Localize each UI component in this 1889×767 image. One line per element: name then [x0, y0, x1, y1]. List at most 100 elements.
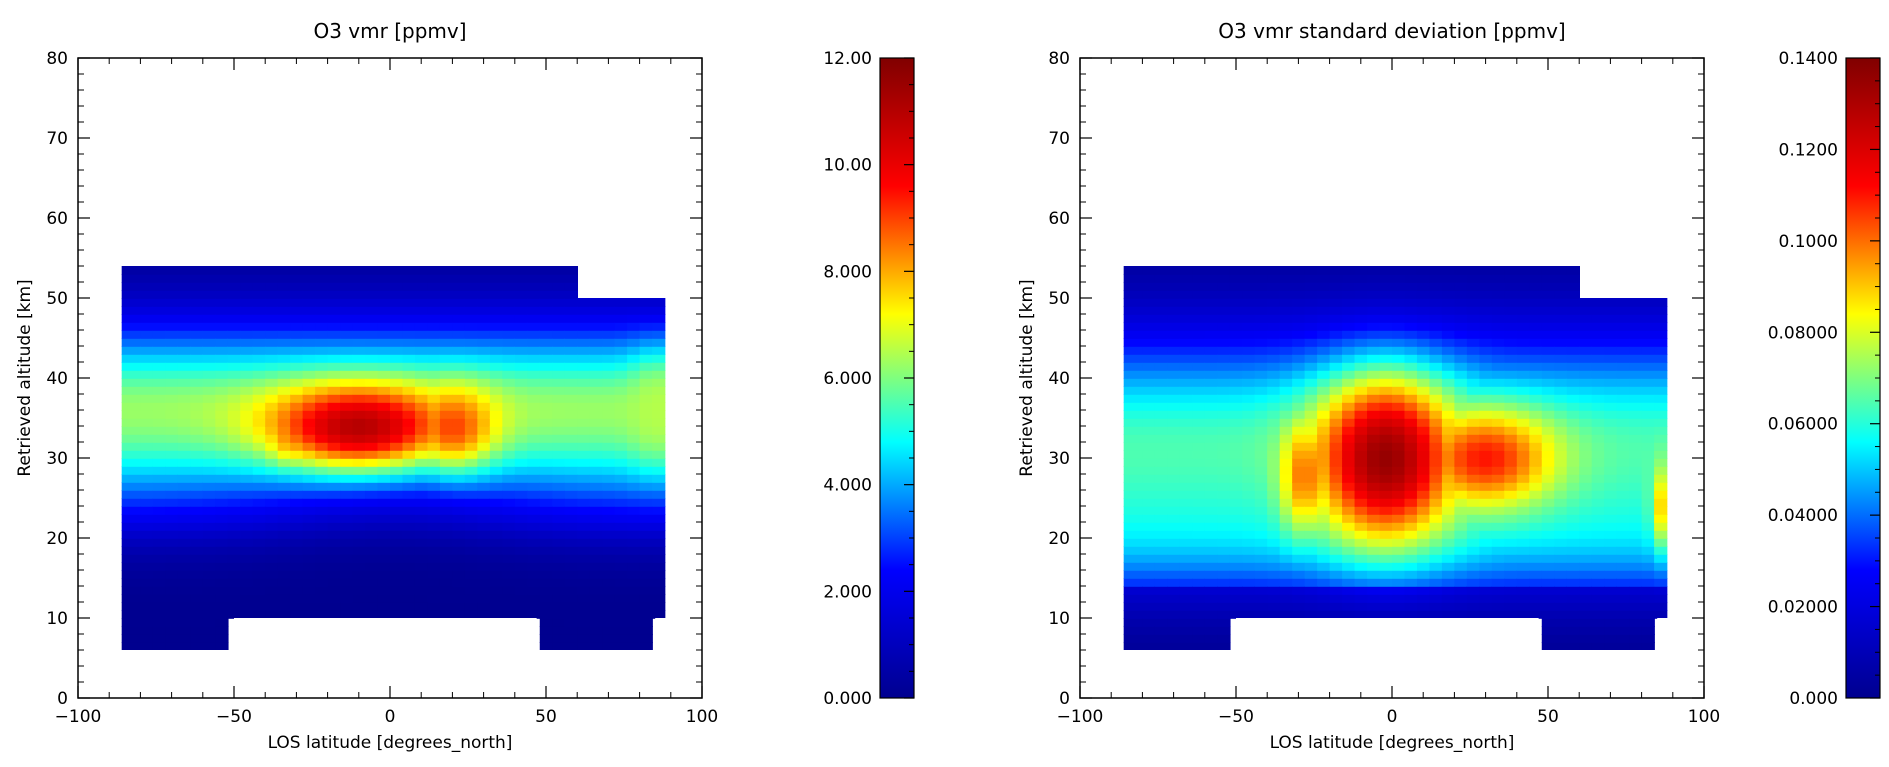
heatmap-cell — [1566, 578, 1580, 587]
heatmap-cell — [414, 306, 429, 315]
heatmap-cell — [140, 330, 154, 339]
heatmap-cell — [1479, 394, 1493, 403]
heatmap-cell — [1204, 434, 1219, 443]
heatmap-cell — [1579, 386, 1593, 395]
heatmap-cell — [265, 450, 279, 459]
heatmap-cell — [539, 578, 554, 587]
heatmap-cell — [1466, 354, 1481, 363]
heatmap-cell — [577, 578, 591, 587]
heatmap-cell — [502, 490, 516, 499]
heatmap-cell — [340, 402, 354, 411]
heatmap-cell — [165, 506, 179, 515]
heatmap-cell — [402, 362, 416, 371]
heatmap-cell — [365, 290, 379, 299]
heatmap-cell — [1416, 386, 1431, 395]
heatmap-cell — [1179, 602, 1194, 611]
heatmap-cell — [1641, 482, 1655, 491]
heatmap-cell — [602, 362, 616, 371]
heatmap-cell — [489, 410, 504, 419]
heatmap-cell — [1129, 410, 1144, 419]
heatmap-cell — [1541, 346, 1556, 355]
heatmap-cell — [277, 610, 291, 619]
heatmap-cell — [1416, 410, 1431, 419]
heatmap-cell — [1416, 466, 1431, 475]
heatmap-cell — [1392, 410, 1406, 419]
heatmap-cell — [514, 442, 529, 451]
heatmap-cell — [1342, 554, 1356, 563]
heatmap-cell — [527, 266, 541, 275]
heatmap-cell — [127, 426, 142, 435]
heatmap-cell — [1429, 370, 1443, 379]
heatmap-cell — [1279, 594, 1293, 603]
heatmap-cell — [1616, 562, 1630, 571]
heatmap-cell — [1516, 458, 1531, 467]
heatmap-cell — [1142, 458, 1156, 467]
heatmap-cell — [439, 394, 454, 403]
heatmap-cell — [1229, 434, 1244, 443]
heatmap-cell — [1354, 274, 1368, 283]
heatmap-cell — [240, 474, 254, 483]
heatmap-cell — [215, 434, 229, 443]
heatmap-cell — [1329, 362, 1343, 371]
heatmap-cell — [315, 370, 329, 379]
heatmap-cell — [414, 474, 429, 483]
heatmap-cell — [1616, 386, 1630, 395]
heatmap-cell — [240, 442, 254, 451]
heatmap-cell — [402, 314, 416, 323]
heatmap-cell — [1516, 522, 1531, 531]
heatmap-cell — [639, 362, 653, 371]
heatmap-cell — [1579, 498, 1593, 507]
heatmap-cell — [502, 290, 516, 299]
heatmap-cell — [1242, 530, 1256, 539]
heatmap-cell — [639, 474, 653, 483]
heatmap-cell — [1529, 418, 1543, 427]
heatmap-cell — [152, 618, 167, 627]
heatmap-cell — [1416, 394, 1431, 403]
heatmap-cell — [352, 330, 366, 339]
y-tick-label: 60 — [46, 209, 68, 229]
heatmap-cell — [1454, 490, 1468, 499]
heatmap-cell — [1379, 458, 1393, 467]
heatmap-cell — [1579, 298, 1593, 307]
x-tick-label: −50 — [216, 707, 252, 727]
heatmap-cell — [277, 570, 291, 579]
heatmap-cell — [1404, 594, 1418, 603]
heatmap-cell — [1204, 370, 1219, 379]
heatmap-cell — [552, 322, 566, 331]
heatmap-cell — [1516, 570, 1531, 579]
heatmap-cell — [1441, 426, 1456, 435]
heatmap-cell — [240, 330, 254, 339]
heatmap-cell — [652, 370, 666, 379]
heatmap-cell — [614, 498, 628, 507]
heatmap-cell — [1404, 450, 1418, 459]
heatmap-cell — [564, 602, 578, 611]
heatmap-cell — [227, 554, 242, 563]
heatmap-cell — [1329, 266, 1343, 275]
heatmap-cell — [402, 490, 416, 499]
heatmap-cell — [240, 410, 254, 419]
heatmap-cell — [1267, 290, 1281, 299]
heatmap-cell — [1267, 386, 1281, 395]
heatmap-cell — [127, 514, 142, 523]
heatmap-cell — [390, 458, 404, 467]
heatmap-cell — [121, 458, 129, 467]
heatmap-cell — [202, 562, 217, 571]
heatmap-cell — [340, 426, 354, 435]
heatmap-cell — [1566, 346, 1580, 355]
heatmap-cell — [1204, 578, 1219, 587]
heatmap-cell — [1217, 610, 1231, 619]
heatmap-cell — [327, 314, 341, 323]
heatmap-cell — [1641, 450, 1655, 459]
heatmap-cell — [265, 610, 279, 619]
heatmap-cell — [390, 602, 404, 611]
heatmap-cell — [1541, 482, 1556, 491]
heatmap-cell — [1279, 282, 1293, 291]
heatmap-cell — [539, 314, 554, 323]
heatmap-cell — [1629, 546, 1643, 555]
heatmap-cell — [1342, 506, 1356, 515]
heatmap-cell — [1416, 266, 1431, 275]
heatmap-cell — [177, 322, 192, 331]
heatmap-cell — [1254, 538, 1268, 547]
heatmap-cell — [1429, 602, 1443, 611]
heatmap-cell — [1416, 458, 1431, 467]
